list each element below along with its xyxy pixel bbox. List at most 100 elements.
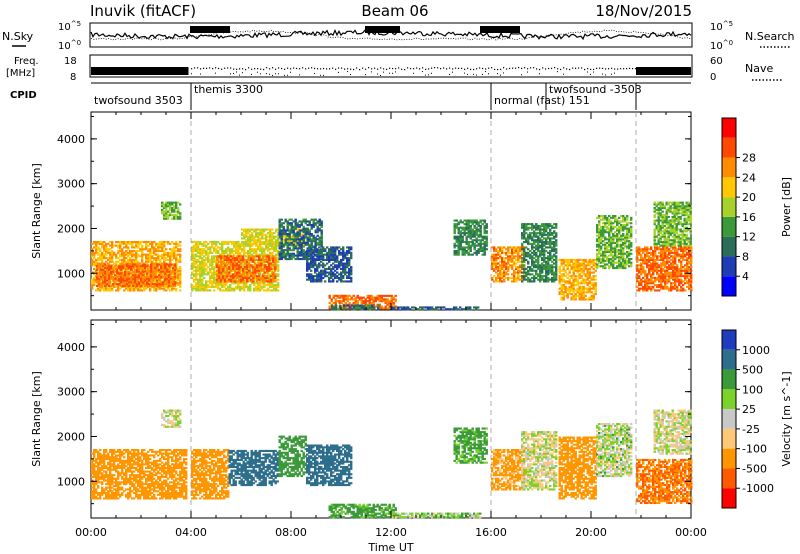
- data-cell: [515, 267, 518, 270]
- data-cell: [247, 230, 250, 233]
- data-cell: [267, 246, 270, 249]
- data-cell: [195, 289, 198, 292]
- data-cell: [95, 241, 98, 244]
- data-cell: [306, 247, 309, 250]
- data-cell: [124, 283, 127, 286]
- data-cell: [149, 251, 152, 254]
- freq-dot: [584, 68, 586, 71]
- data-cell: [225, 251, 228, 254]
- freq-dot: [596, 67, 598, 69]
- freq-dot: [239, 68, 241, 70]
- data-cell: [459, 232, 462, 235]
- data-cell: [263, 233, 266, 236]
- data-cell: [197, 246, 200, 249]
- data-cell: [263, 248, 266, 251]
- data-cell: [463, 253, 466, 256]
- data-cell: [261, 282, 264, 285]
- data-cell: [172, 270, 175, 273]
- data-cell: [227, 241, 230, 244]
- data-cell: [217, 246, 220, 249]
- data-cell: [537, 267, 540, 270]
- data-cell: [336, 258, 339, 261]
- data-cell: [241, 241, 244, 244]
- data-cell: [471, 242, 474, 245]
- data-cell: [177, 271, 180, 274]
- data-cell: [411, 306, 414, 309]
- data-cell: [335, 304, 338, 307]
- data-cell: [141, 248, 144, 251]
- data-cell: [116, 270, 119, 273]
- data-cell: [159, 260, 162, 263]
- data-cell: [501, 250, 504, 253]
- data-cell: [144, 284, 147, 287]
- data-cell: [306, 253, 309, 256]
- data-cell: [348, 298, 351, 301]
- data-cell: [465, 235, 468, 238]
- data-cell: [228, 278, 231, 281]
- data-cell: [388, 305, 391, 308]
- data-cell: [316, 229, 319, 232]
- freq-dot: [338, 67, 340, 69]
- data-cell: [382, 298, 385, 301]
- data-cell: [277, 275, 280, 278]
- data-cell: [334, 298, 337, 301]
- freq-dot: [467, 67, 469, 69]
- data-cell: [256, 269, 259, 272]
- data-cell: [386, 303, 389, 306]
- freq-dot: [203, 67, 205, 69]
- data-cell: [164, 267, 167, 270]
- data-cell: [112, 276, 115, 279]
- data-cell: [551, 271, 554, 274]
- data-cell: [331, 304, 334, 307]
- data-cell: [377, 308, 380, 311]
- data-cell: [222, 278, 225, 281]
- data-cell: [467, 232, 470, 235]
- data-cell: [340, 273, 343, 276]
- data-cell: [328, 276, 331, 279]
- freq-dot: [632, 67, 634, 70]
- data-cell: [543, 275, 546, 278]
- data-cell: [467, 228, 470, 231]
- data-cell: [306, 243, 309, 246]
- data-cell: [519, 246, 522, 249]
- data-cell: [175, 258, 178, 261]
- data-cell: [191, 251, 194, 254]
- data-cell: [100, 263, 103, 266]
- data-cell: [251, 250, 254, 253]
- freq-dot: [263, 68, 265, 71]
- data-cell: [108, 283, 111, 286]
- freq-dot: [452, 68, 454, 70]
- data-cell: [259, 246, 262, 249]
- data-cell: [429, 308, 432, 311]
- data-cell: [392, 298, 395, 301]
- data-cell: [205, 251, 208, 254]
- data-cell: [254, 266, 257, 269]
- data-cell: [314, 238, 317, 241]
- data-cell: [310, 234, 313, 237]
- data-cell: [136, 284, 139, 287]
- data-cell: [195, 267, 198, 270]
- data-cell: [91, 285, 94, 288]
- data-cell: [479, 250, 482, 253]
- data-cell: [350, 278, 353, 281]
- data-cell: [175, 250, 178, 253]
- data-cell: [272, 273, 275, 276]
- data-cell: [137, 242, 140, 245]
- data-cell: [164, 283, 167, 286]
- data-cell: [91, 278, 94, 281]
- data-cell: [144, 270, 147, 273]
- data-cell: [278, 225, 281, 228]
- data-cell: [247, 287, 250, 290]
- station-title: Inuvik (fitACF): [90, 2, 196, 20]
- data-cell: [272, 255, 275, 258]
- data-cell: [252, 271, 255, 274]
- data-cell: [199, 269, 202, 272]
- data-cell: [298, 231, 301, 234]
- data-cell: [93, 273, 96, 276]
- data-cell: [161, 248, 164, 251]
- data-cell: [205, 284, 208, 287]
- data-cell: [257, 253, 260, 256]
- data-cell: [461, 221, 464, 224]
- data-cell: [318, 243, 321, 246]
- data-cell: [211, 246, 214, 249]
